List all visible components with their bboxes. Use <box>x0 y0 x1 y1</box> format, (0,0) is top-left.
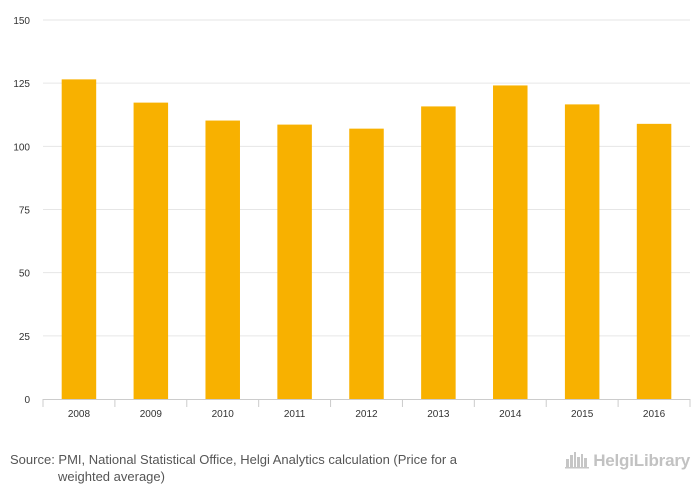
bar-chart: 0 25 50 75 100 125 150 2008 2009 2010 2011 2012 201… <box>13 16 691 420</box>
x-axis <box>42 399 691 407</box>
y-axis-tick-labels: 0 25 50 75 100 125 150 <box>13 16 30 406</box>
brand-name: HelgiLibrary <box>593 451 690 470</box>
x-tick-label: 2008 <box>68 409 91 420</box>
y-tick-label: 50 <box>19 269 31 280</box>
x-tick-label: 2010 <box>212 409 235 420</box>
y-tick-label: 100 <box>13 142 30 153</box>
y-tick-label: 0 <box>24 395 30 406</box>
source-line-2: weighted average) <box>58 469 165 484</box>
x-axis-tick-labels: 2008 2009 2010 2011 2012 2013 2014 2015 2016 <box>68 409 666 420</box>
x-tick-label: 2016 <box>643 409 666 420</box>
x-tick-label: 2012 <box>355 409 378 420</box>
source-note: Source: PMI, National Statistical Office… <box>10 451 530 485</box>
y-tick-label: 25 <box>19 332 31 343</box>
bar-2013[interactable] <box>421 106 456 400</box>
x-tick-label: 2011 <box>284 409 306 420</box>
x-tick-label: 2013 <box>427 409 450 420</box>
x-tick-label: 2009 <box>140 409 163 420</box>
y-tick-label: 125 <box>13 79 30 90</box>
bar-2011[interactable] <box>277 124 312 399</box>
bar-2009[interactable] <box>133 102 169 399</box>
bar-2010[interactable] <box>205 120 240 399</box>
bar-2008[interactable] <box>61 79 97 400</box>
bar-2014[interactable] <box>493 85 528 399</box>
source-line-1: Source: PMI, National Statistical Office… <box>10 452 458 467</box>
city-skyline-icon <box>565 449 590 474</box>
brand-logo[interactable]: HelgiLibrary <box>565 449 690 473</box>
bar-2016[interactable] <box>636 123 672 399</box>
y-tick-label: 150 <box>13 16 30 27</box>
y-tick-label: 75 <box>19 206 31 217</box>
bar-2015[interactable] <box>564 104 600 400</box>
x-tick-label: 2015 <box>571 409 594 420</box>
bar-2012[interactable] <box>349 128 384 399</box>
x-tick-label: 2014 <box>499 409 522 420</box>
bars <box>61 79 672 400</box>
